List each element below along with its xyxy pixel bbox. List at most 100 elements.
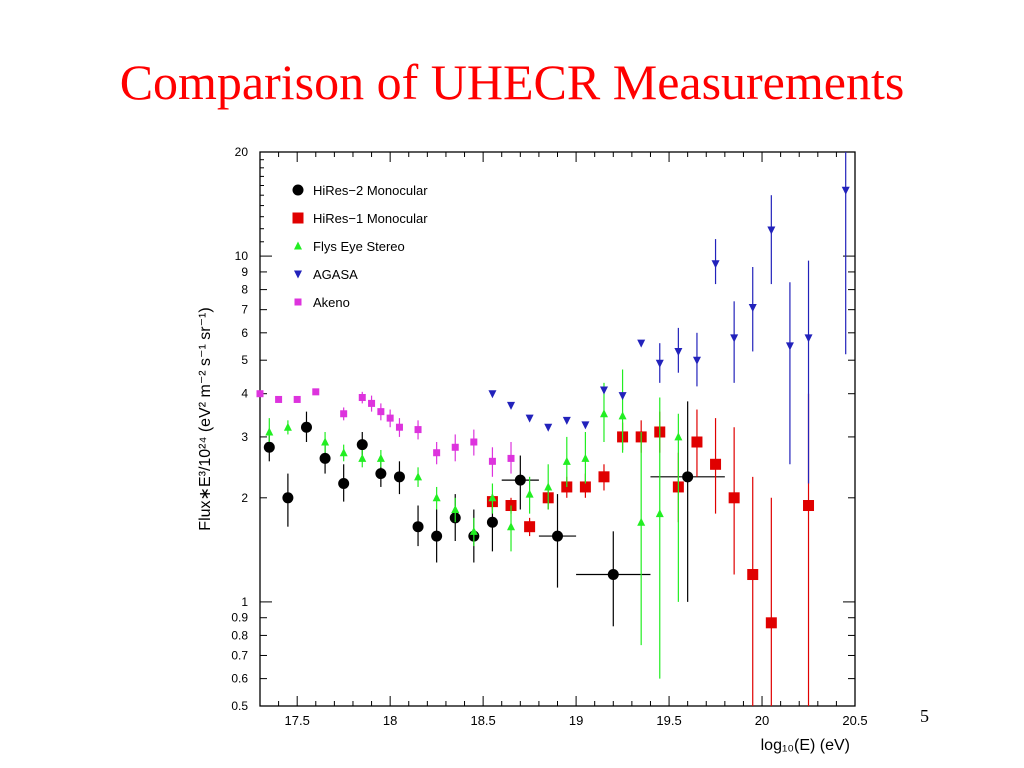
data-point	[469, 526, 478, 535]
y-tick-label: 8	[241, 283, 248, 297]
data-point	[618, 392, 627, 401]
data-point	[765, 617, 777, 629]
data-point	[711, 260, 720, 269]
data-point	[319, 452, 331, 464]
data-point	[655, 359, 664, 368]
data-point	[339, 448, 348, 457]
data-point	[730, 334, 739, 343]
data-point	[562, 456, 571, 465]
data-point	[803, 500, 815, 512]
data-point	[283, 422, 292, 431]
data-point	[637, 517, 646, 526]
legend-label: Akeno	[313, 295, 350, 310]
y-tick-label: 1	[241, 595, 248, 609]
y-tick-label: 0.9	[231, 611, 248, 625]
x-tick-label: 20	[755, 713, 769, 728]
data-point	[263, 441, 275, 453]
data-point	[414, 472, 423, 481]
data-point	[804, 334, 813, 343]
data-point	[358, 394, 366, 402]
series-1	[486, 393, 815, 706]
data-point	[691, 436, 703, 448]
y-tick-label: 5	[241, 353, 248, 367]
y-tick-label: 3	[241, 430, 248, 444]
y-tick-label: 0.6	[231, 672, 248, 686]
data-point	[275, 395, 283, 403]
data-point	[655, 509, 664, 518]
x-tick-label: 18	[383, 713, 397, 728]
data-point	[451, 505, 460, 514]
legend-label: HiRes−1 Monocular	[313, 211, 428, 226]
data-point	[581, 453, 590, 462]
data-point	[524, 521, 536, 533]
data-point	[431, 530, 443, 542]
data-point	[637, 339, 646, 348]
y-axis-label: Flux∗E³/10²⁴ (eV² m⁻² s⁻¹ sr⁻¹)	[197, 307, 214, 530]
data-point	[728, 492, 740, 504]
data-point	[507, 401, 516, 410]
data-point	[599, 386, 608, 395]
data-point	[599, 409, 608, 418]
data-point	[300, 421, 312, 433]
data-point	[432, 493, 441, 502]
x-axis-label: log₁₀(E) (eV)	[761, 737, 850, 754]
data-point	[525, 489, 534, 498]
y-tick-label: 4	[241, 387, 248, 401]
data-point	[785, 342, 794, 351]
data-point	[293, 395, 301, 403]
data-point	[256, 390, 264, 398]
data-point	[767, 226, 776, 235]
data-point	[544, 423, 553, 432]
data-point	[368, 399, 376, 407]
legend-marker	[294, 298, 302, 306]
data-point	[552, 530, 563, 542]
data-point	[358, 453, 367, 462]
x-tick-label: 19	[569, 713, 583, 728]
data-point	[748, 304, 757, 313]
legend: HiRes−2 Monocular HiRes−1 Monocular Flys E…	[292, 183, 428, 310]
data-point	[514, 474, 526, 486]
data-point	[282, 492, 294, 504]
data-point	[579, 481, 591, 493]
legend-marker	[294, 270, 302, 279]
x-tick-label: 17.5	[285, 713, 310, 728]
y-tick-label: 0.5	[231, 699, 248, 713]
legend-label: HiRes−2 Monocular	[313, 183, 428, 198]
data-point	[598, 471, 610, 483]
chart: 17.5 18 18.5 19 19.5 20 20.5 0.5 0.6 0.7 0.8 0.9 1 2 3…	[197, 145, 868, 754]
data-point	[841, 186, 850, 195]
data-point	[525, 414, 534, 423]
data-point	[433, 449, 441, 457]
y-tick-label: 0.7	[231, 648, 248, 662]
data-point	[674, 347, 683, 356]
y-tick-label: 10	[235, 249, 249, 263]
legend-marker	[294, 241, 302, 250]
x-tick-label: 20.5	[842, 713, 867, 728]
data-point	[682, 471, 694, 483]
data-point	[375, 468, 387, 480]
data-point	[618, 411, 627, 420]
series-4	[256, 388, 515, 477]
data-point	[747, 569, 759, 581]
data-point	[321, 437, 330, 446]
x-tick-label: 18.5	[470, 713, 495, 728]
data-point	[507, 454, 515, 462]
data-point	[544, 482, 553, 491]
slide-title: Comparison of UHECR Measurements	[119, 54, 905, 110]
data-point	[488, 457, 496, 465]
data-point	[674, 432, 683, 441]
y-tick-label: 9	[241, 265, 248, 279]
data-point	[395, 423, 403, 431]
data-point	[507, 522, 516, 531]
data-point	[340, 410, 348, 418]
legend-marker	[292, 184, 304, 196]
data-point	[692, 356, 701, 365]
data-point	[338, 477, 350, 489]
legend-label: Flys Eye Stereo	[313, 239, 405, 254]
data-point	[386, 414, 394, 422]
data-point	[710, 458, 722, 470]
data-point	[414, 426, 422, 434]
data-point	[377, 408, 385, 416]
x-tick-label: 19.5	[656, 713, 681, 728]
plot-frame	[259, 151, 856, 707]
